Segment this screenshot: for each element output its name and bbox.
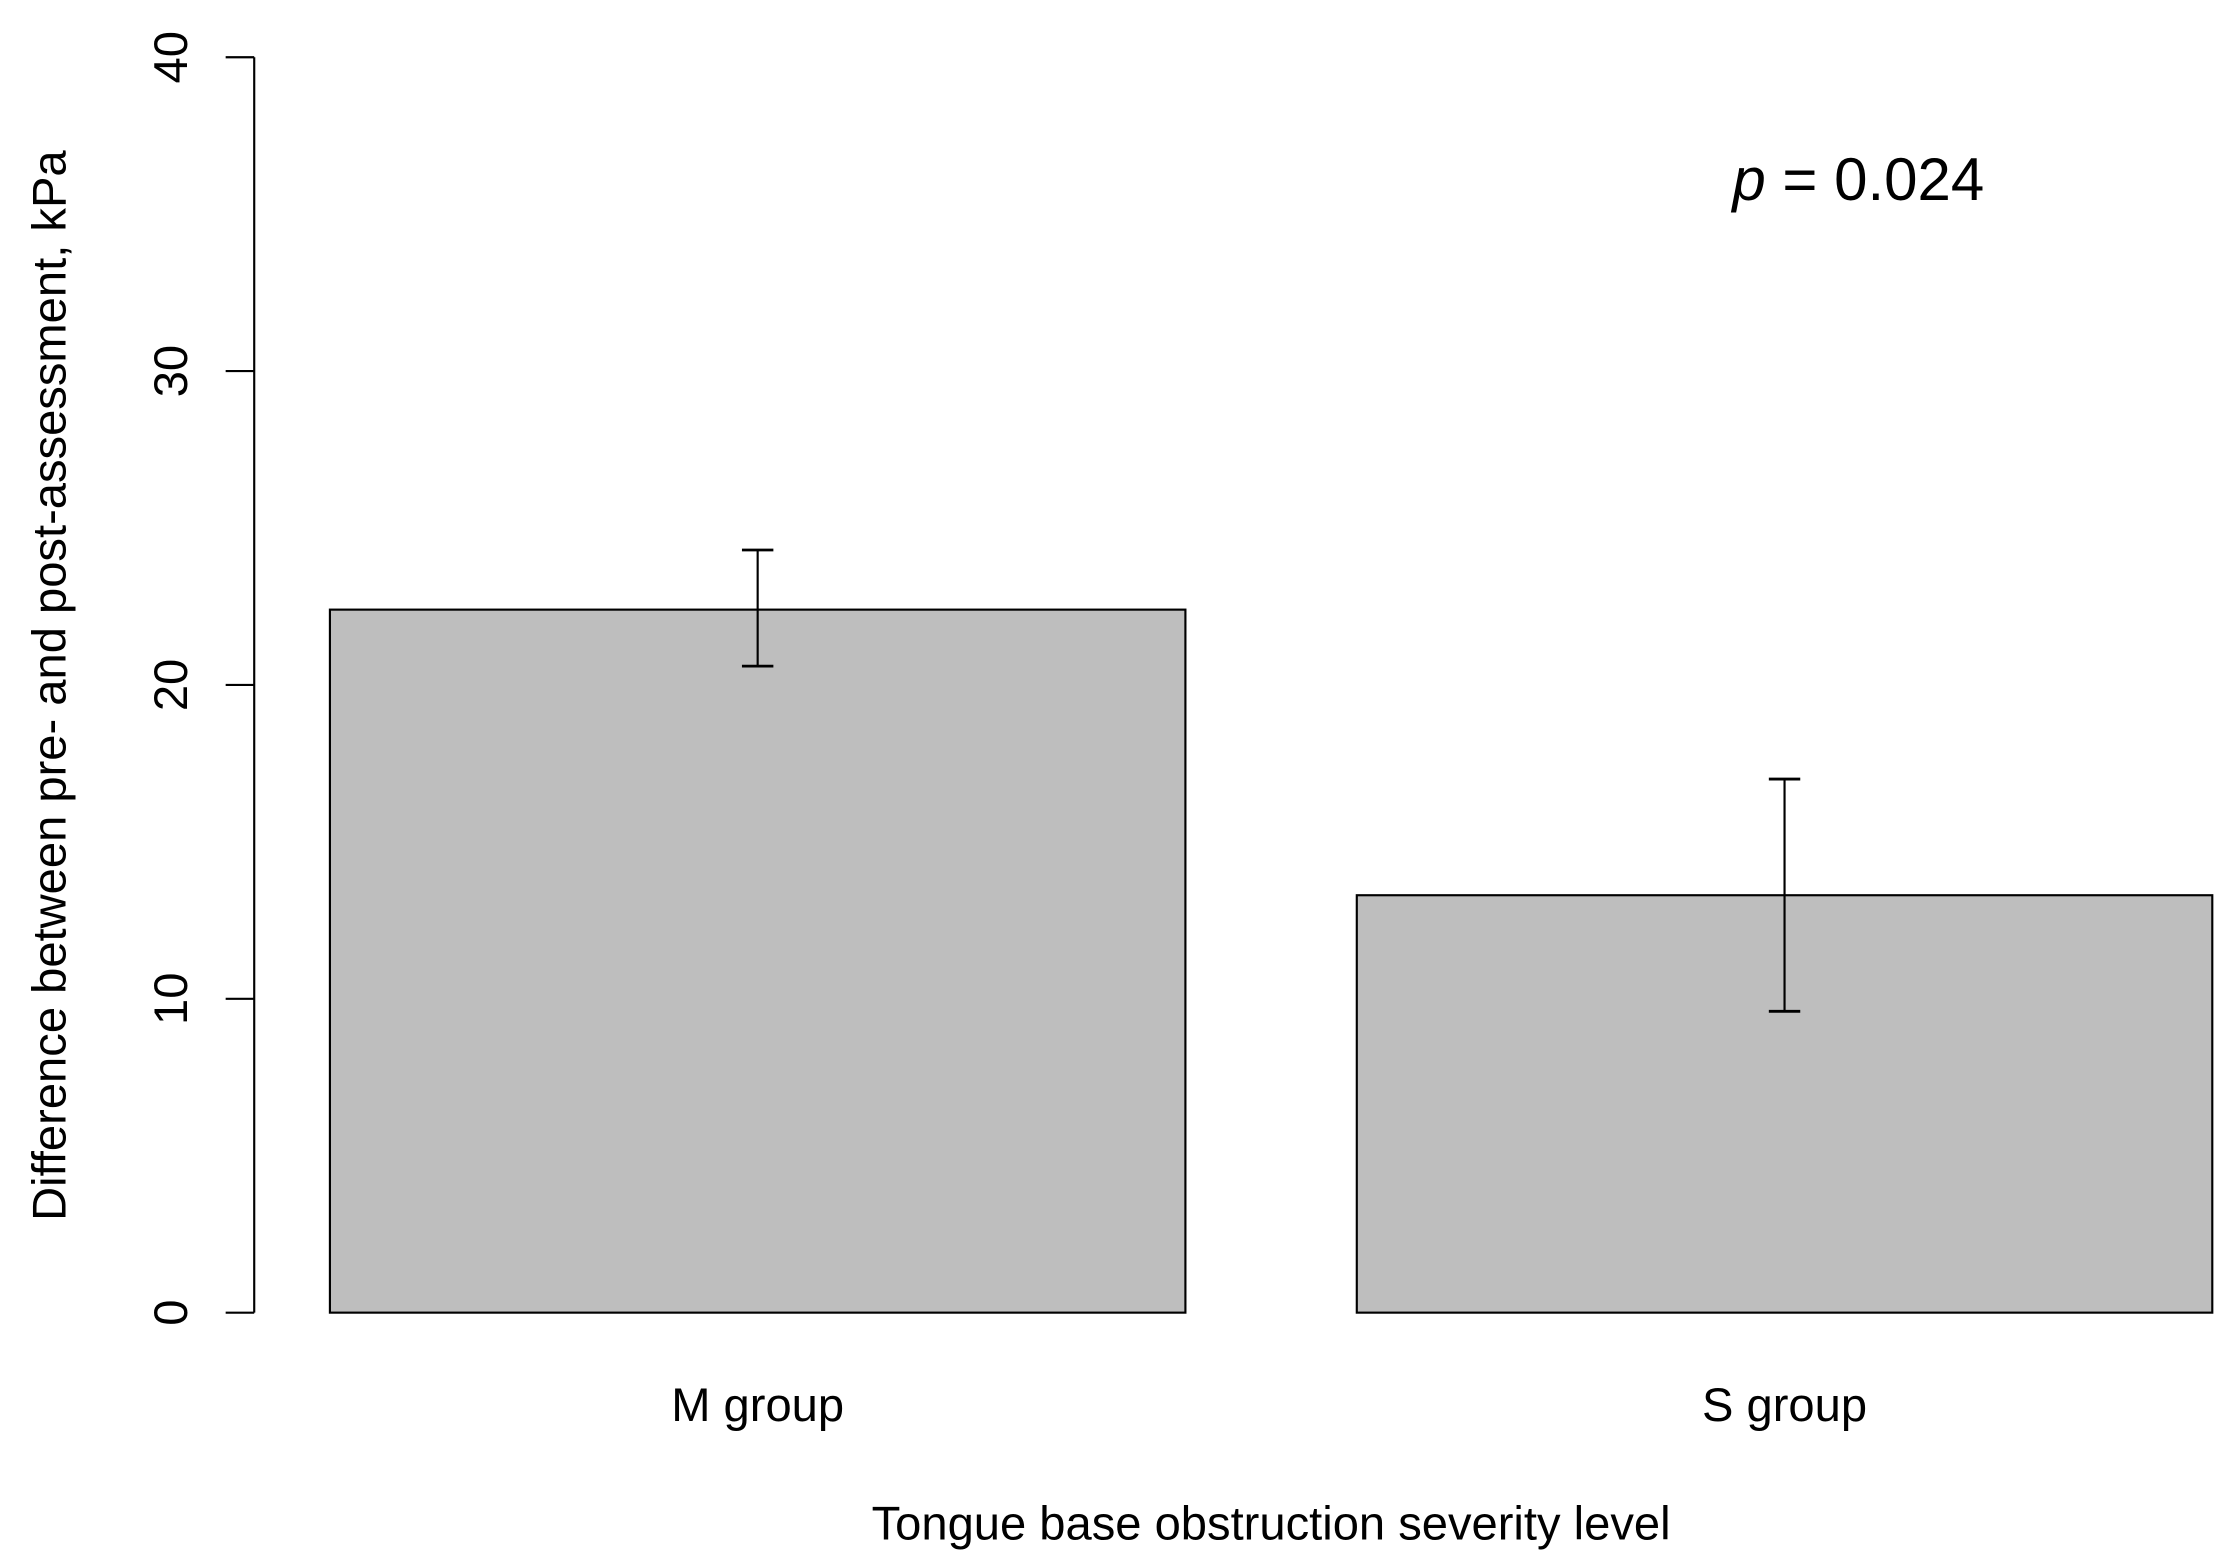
p-value: = 0.024 — [1766, 146, 1984, 213]
error-bar — [741, 548, 774, 668]
p-symbol: p — [1730, 146, 1765, 213]
y-tick-label: 0 — [144, 1300, 197, 1326]
y-axis-title: Difference between pre- and post-assessm… — [23, 150, 76, 1221]
error-bar — [1768, 777, 1801, 1013]
y-tick-label: 10 — [144, 973, 197, 1025]
y-axis: 0 10 20 30 40 — [144, 31, 256, 1326]
y-tick-label: 40 — [144, 31, 197, 83]
y-tick-label: 30 — [144, 345, 197, 397]
y-tick-label: 20 — [144, 659, 197, 711]
x-category-label: M group — [671, 1378, 844, 1431]
p-value-annotation: p = 0.024 — [1730, 146, 1984, 213]
x-axis-title: Tongue base obstruction severity level — [872, 1497, 1671, 1550]
bar-m-group — [328, 608, 1187, 1314]
x-category-label: S group — [1702, 1378, 1867, 1431]
